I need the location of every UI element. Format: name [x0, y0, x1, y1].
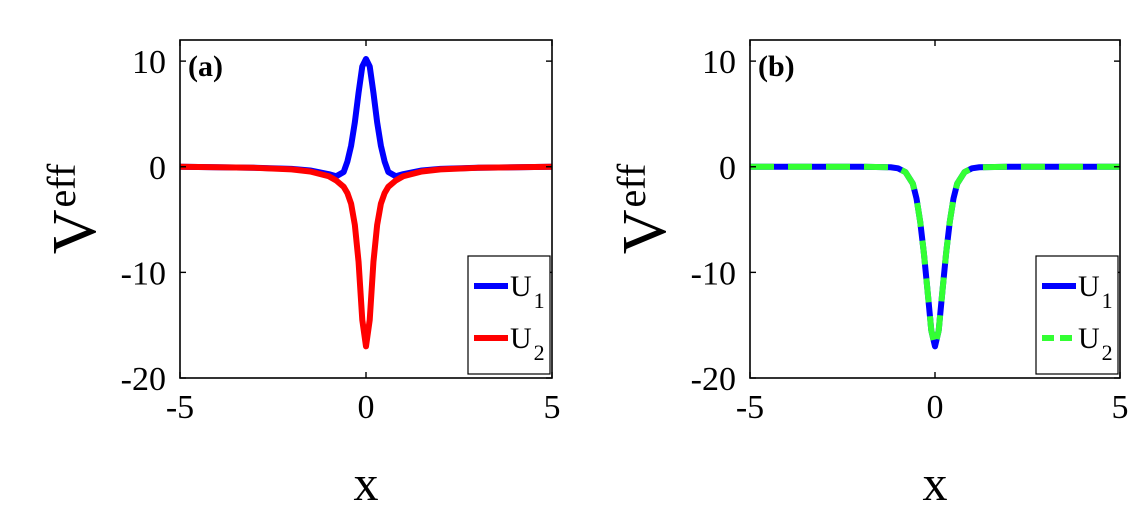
legend-frame	[1035, 255, 1119, 375]
legend-entry-label: U2	[1078, 322, 1113, 365]
panel-label: (a)	[188, 50, 223, 83]
legend-entry-subscript: 1	[534, 288, 545, 313]
y-axis-label-main: V	[611, 209, 679, 254]
series-line-u1	[180, 56, 552, 180]
x-tick-label: -5	[736, 389, 764, 426]
y-tick-label: 0	[719, 150, 736, 187]
x-axis-label: x	[354, 455, 379, 510]
legend-entry-name: U	[1078, 322, 1100, 355]
legend-entry-subscript: 2	[1102, 340, 1113, 365]
y-tick-label: 10	[132, 44, 166, 81]
y-tick-label: -20	[121, 361, 166, 398]
x-axis-label: x	[923, 455, 948, 510]
legend-entry-subscript: 1	[1102, 288, 1113, 313]
x-tick-label: 5	[544, 389, 561, 426]
legend-entry-name: U	[1078, 270, 1100, 303]
y-axis-label-subscript: eff	[39, 163, 84, 207]
panel-label: (b)	[758, 50, 795, 83]
x-tick-label: -5	[166, 389, 194, 426]
legend-frame	[467, 255, 551, 375]
y-tick-label: -10	[121, 255, 166, 292]
x-tick-label: 0	[927, 389, 944, 426]
y-tick-label: -10	[691, 255, 736, 292]
legend-entry-name: U	[510, 322, 532, 355]
y-tick-label: 0	[149, 150, 166, 187]
y-axis-label-subscript: eff	[609, 163, 654, 207]
legend-entry-subscript: 2	[534, 340, 545, 365]
legend-entry-label: U1	[510, 270, 545, 313]
legend-entry-label: U1	[1078, 270, 1113, 313]
y-axis-label-main: V	[41, 209, 109, 254]
y-tick-label: 10	[702, 44, 736, 81]
y-tick-label: -20	[691, 361, 736, 398]
x-tick-label: 5	[1112, 389, 1129, 426]
x-tick-label: 0	[358, 389, 375, 426]
series-line-u2	[180, 163, 552, 350]
legend-entry-name: U	[510, 270, 532, 303]
legend-entry-label: U2	[510, 322, 545, 365]
y-axis-label: Veff	[39, 163, 109, 254]
y-axis-label: Veff	[609, 163, 679, 254]
series-line-u2	[750, 163, 1120, 350]
